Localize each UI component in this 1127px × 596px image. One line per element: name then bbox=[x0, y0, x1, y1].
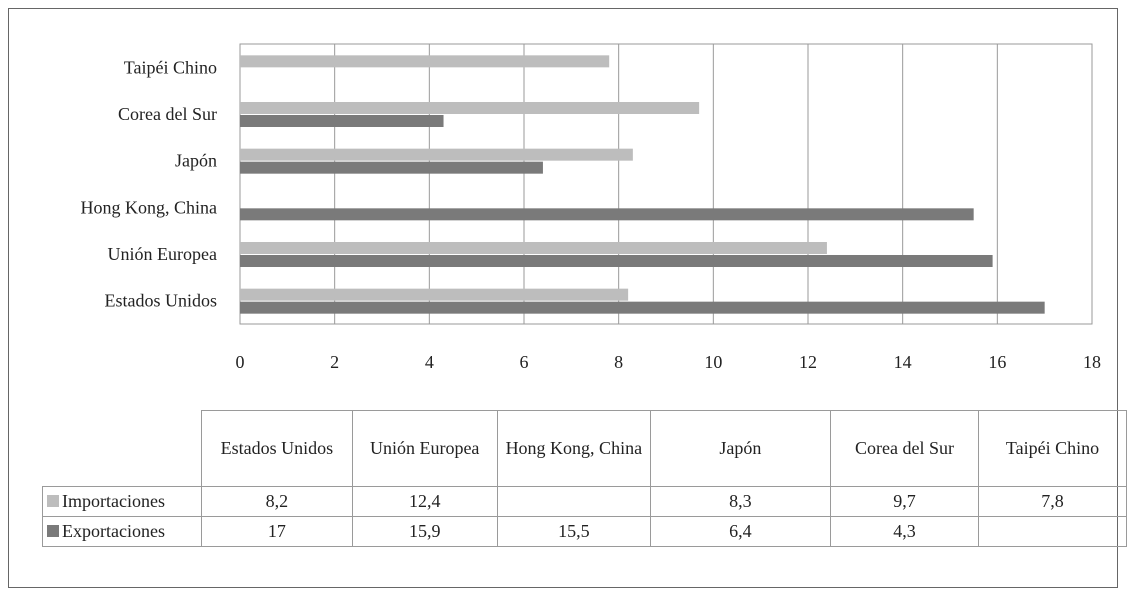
table-cell bbox=[977, 516, 1127, 547]
row-label-text: Exportaciones bbox=[62, 521, 165, 541]
x-tick-label: 8 bbox=[614, 352, 623, 372]
category-label: Corea del Sur bbox=[118, 104, 217, 124]
table-cell: 9,7 bbox=[830, 486, 979, 517]
row-label-text: Importaciones bbox=[62, 491, 165, 511]
x-tick-label: 2 bbox=[330, 352, 339, 372]
table-cell: 8,2 bbox=[201, 486, 353, 517]
bar-importaciones bbox=[240, 288, 629, 301]
category-label: Hong Kong, China bbox=[81, 197, 218, 217]
bar-exportaciones bbox=[240, 161, 543, 174]
row-label-importaciones: Importaciones bbox=[41, 486, 203, 517]
table-cell bbox=[496, 486, 651, 517]
bar-chart: Estados Unidos Unión Europea Hong Kong, Ch… bbox=[81, 43, 1102, 372]
table-corner bbox=[42, 410, 203, 487]
header-hong-kong: Hong Kong, China bbox=[496, 410, 651, 487]
bar-importaciones bbox=[240, 55, 610, 68]
x-tick-label: 6 bbox=[520, 352, 529, 372]
x-tick-label: 18 bbox=[1083, 352, 1101, 372]
x-tick-label: 16 bbox=[988, 352, 1006, 372]
bars bbox=[240, 55, 1045, 314]
table-cell: 12,4 bbox=[351, 486, 498, 517]
row-label-exportaciones: Exportaciones bbox=[41, 516, 203, 547]
x-tick-label: 14 bbox=[894, 352, 912, 372]
data-table: Estados Unidos Unión Europea Hong Kong, … bbox=[41, 410, 1127, 547]
bar-importaciones bbox=[240, 102, 700, 114]
category-label: Estados Unidos bbox=[105, 291, 218, 311]
exportaciones-swatch bbox=[47, 525, 59, 537]
header-corea-del-sur: Corea del Sur bbox=[830, 410, 979, 487]
category-label: Taipéi Chino bbox=[124, 57, 217, 77]
table-cell: 15,5 bbox=[496, 516, 651, 547]
header-taipei-chino: Taipéi Chino bbox=[977, 410, 1127, 487]
x-tick-label: 4 bbox=[425, 352, 434, 372]
table-cell: 6,4 bbox=[649, 516, 832, 547]
x-tick-labels: 0 2 4 6 8 10 12 14 16 18 bbox=[236, 352, 1102, 372]
bar-importaciones bbox=[240, 242, 827, 254]
bar-exportaciones bbox=[240, 208, 974, 221]
table-row-importaciones: Importaciones 8,2 12,4 8,3 9,7 7,8 bbox=[41, 486, 1127, 517]
table-cell: 4,3 bbox=[830, 516, 979, 547]
importaciones-swatch bbox=[47, 495, 59, 507]
bar-exportaciones bbox=[240, 115, 444, 127]
category-label: Japón bbox=[175, 151, 217, 171]
table-row-exportaciones: Exportaciones 17 15,9 15,5 6,4 4,3 bbox=[41, 516, 1127, 547]
header-estados-unidos: Estados Unidos bbox=[201, 410, 353, 487]
table-cell: 8,3 bbox=[649, 486, 832, 517]
x-tick-label: 12 bbox=[799, 352, 817, 372]
header-japon: Japón bbox=[649, 410, 832, 487]
table-header-row: Estados Unidos Unión Europea Hong Kong, … bbox=[42, 410, 1127, 487]
bar-importaciones bbox=[240, 148, 633, 161]
x-tick-label: 0 bbox=[236, 352, 245, 372]
category-labels: Estados Unidos Unión Europea Hong Kong, Ch… bbox=[81, 57, 218, 310]
x-tick-label: 10 bbox=[704, 352, 722, 372]
plot-area bbox=[239, 43, 1093, 325]
gridlines bbox=[239, 43, 1093, 325]
category-label: Unión Europea bbox=[108, 244, 217, 264]
table-cell: 7,8 bbox=[977, 486, 1127, 517]
header-union-europea: Unión Europea bbox=[351, 410, 498, 487]
bar-exportaciones bbox=[240, 255, 993, 267]
table-cell: 15,9 bbox=[351, 516, 498, 547]
bar-exportaciones bbox=[240, 301, 1045, 314]
table-cell: 17 bbox=[201, 516, 353, 547]
